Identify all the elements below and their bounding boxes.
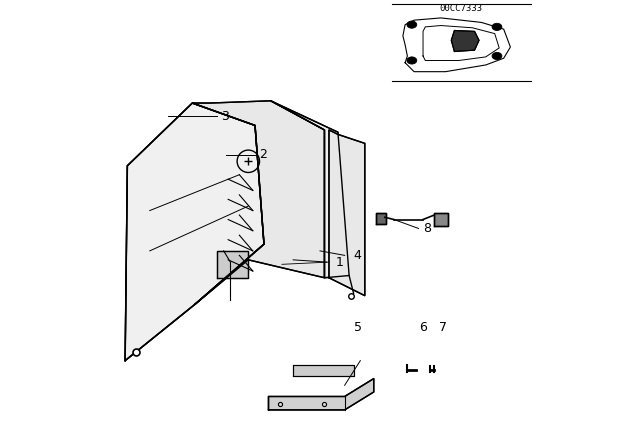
- Text: 4: 4: [353, 249, 362, 262]
- Polygon shape: [192, 101, 324, 305]
- Text: 3: 3: [221, 110, 229, 123]
- Polygon shape: [293, 365, 353, 376]
- Text: 8: 8: [423, 222, 431, 235]
- Ellipse shape: [407, 57, 417, 64]
- Polygon shape: [376, 213, 387, 224]
- Ellipse shape: [492, 52, 502, 60]
- Text: 6: 6: [419, 320, 427, 334]
- Polygon shape: [217, 251, 248, 278]
- Polygon shape: [125, 103, 264, 361]
- Polygon shape: [269, 379, 374, 410]
- Text: 00CC7333: 00CC7333: [440, 4, 483, 13]
- Ellipse shape: [492, 23, 502, 30]
- Polygon shape: [435, 213, 448, 226]
- Polygon shape: [329, 130, 365, 296]
- Text: 7: 7: [439, 320, 447, 334]
- Ellipse shape: [407, 21, 417, 28]
- Polygon shape: [451, 30, 479, 52]
- Text: 2: 2: [260, 148, 268, 161]
- Text: 5: 5: [354, 320, 362, 334]
- Text: 1: 1: [336, 255, 344, 269]
- Polygon shape: [271, 101, 349, 278]
